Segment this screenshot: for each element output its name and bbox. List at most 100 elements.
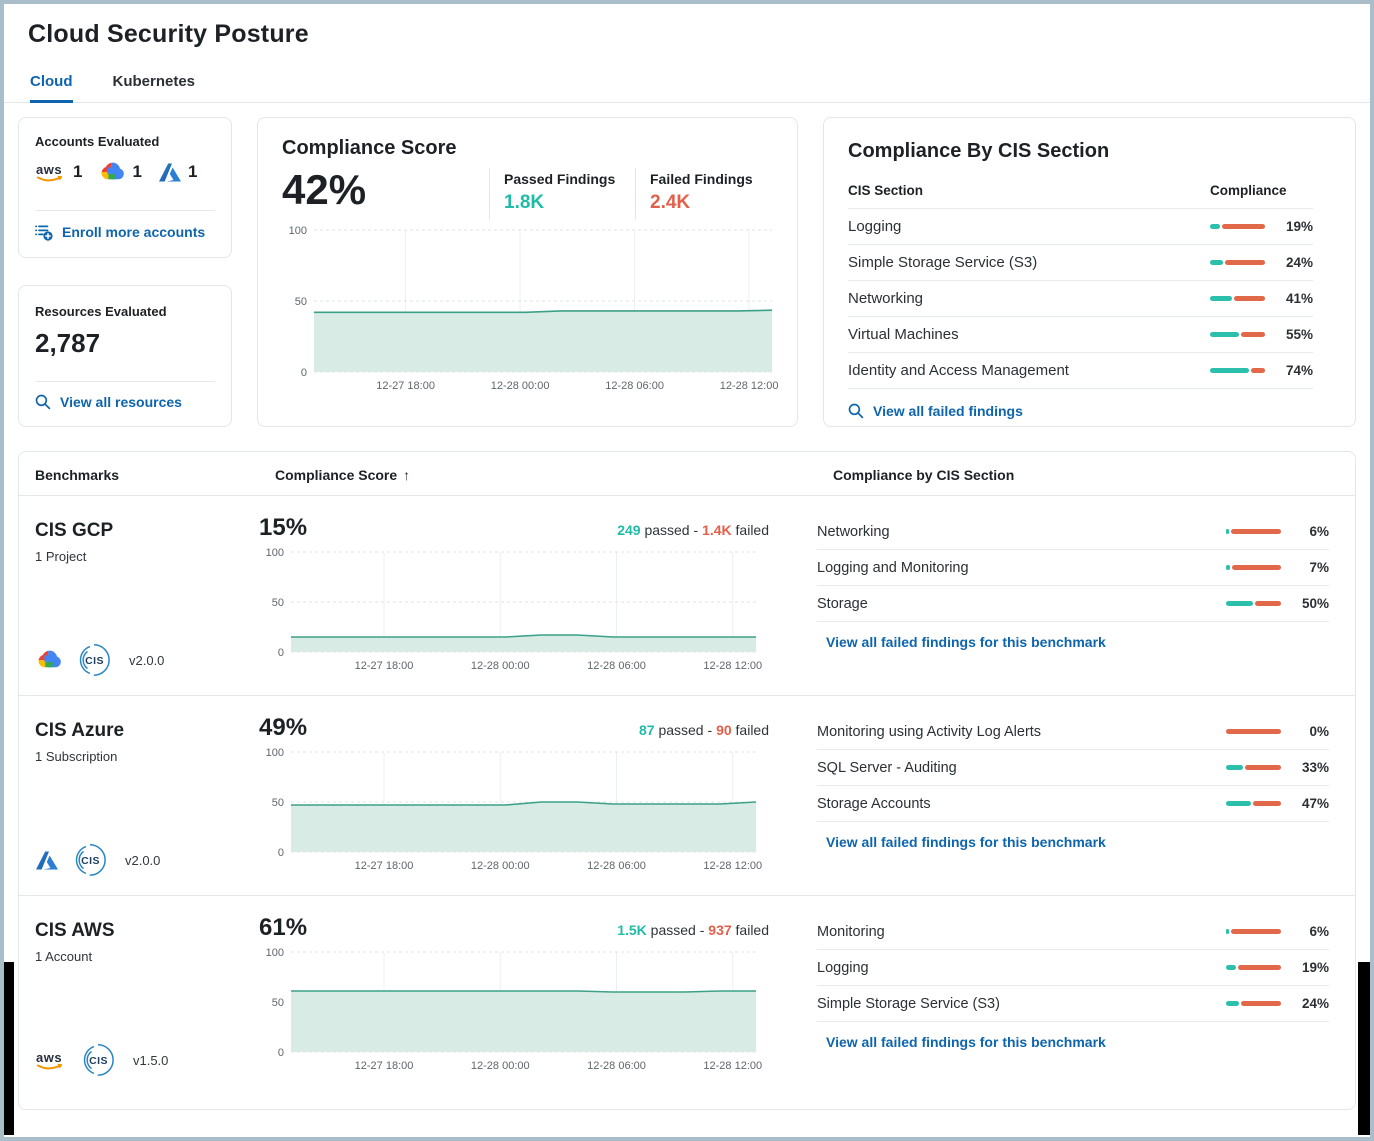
page-title: Cloud Security Posture xyxy=(28,20,309,48)
svg-text:12-27 18:00: 12-27 18:00 xyxy=(355,860,414,872)
benchmark-logos: CIS v2.0.0 xyxy=(35,843,251,877)
benchmark-rows: CIS GCP 1 Project CIS v2.0.0 15% 249 pas… xyxy=(19,496,1355,1095)
tab-kubernetes[interactable]: Kubernetes xyxy=(112,73,196,90)
compliance-bar-group: 55% xyxy=(1210,327,1313,342)
cis-section-label: Logging xyxy=(817,959,869,976)
compliance-bar xyxy=(1226,565,1281,570)
compliance-bar xyxy=(1226,965,1281,970)
enroll-more-accounts-label: Enroll more accounts xyxy=(62,224,206,240)
benchmarks-column-header: Benchmarks xyxy=(35,467,120,483)
account-count: 1 xyxy=(73,162,83,181)
benchmark-scope: 1 Project xyxy=(35,549,87,564)
compliance-bar xyxy=(1226,529,1281,534)
failed-count: 937 xyxy=(708,922,732,938)
cis-section-row: Monitoring 6% xyxy=(817,914,1329,950)
benchmark-logos: CIS v2.0.0 xyxy=(35,643,251,677)
resources-evaluated-title: Resources Evaluated xyxy=(35,304,167,319)
cis-section-row: Identity and Access Management 74% xyxy=(848,352,1313,389)
cis-section-label: Storage xyxy=(817,595,868,612)
compliance-score-card: Compliance Score 42% Passed Findings 1.8… xyxy=(257,117,798,427)
view-failed-findings-benchmark-link[interactable]: View all failed findings for this benchm… xyxy=(817,822,1329,850)
cis-section-row: Simple Storage Service (S3) 24% xyxy=(848,244,1313,280)
enroll-accounts-icon xyxy=(35,223,53,241)
benchmark-score: 49% xyxy=(259,714,308,741)
compliance-bar xyxy=(1226,929,1281,934)
svg-text:12-28 00:00: 12-28 00:00 xyxy=(491,380,550,392)
compliance-bar xyxy=(1226,765,1281,770)
compliance-bar-group: 50% xyxy=(1226,596,1329,611)
page-header: Cloud Security Posture xyxy=(4,4,1370,49)
benchmark-score-cell: 61% 1.5K passed - 937 failed 12-27 18:00… xyxy=(259,896,817,1095)
benchmark-section-rows: Networking 6% Logging and Monitoring 7% … xyxy=(817,514,1329,622)
svg-text:50: 50 xyxy=(272,997,284,1009)
svg-text:0: 0 xyxy=(278,847,284,859)
compliance-score-column-header[interactable]: Compliance Score ↑ xyxy=(259,452,817,495)
compliance-bar-group: 33% xyxy=(1226,760,1329,775)
search-icon xyxy=(848,403,864,419)
aws-icon: aws xyxy=(35,162,67,183)
benchmark-trend-chart: 12-27 18:00 12-28 00:00 12-28 06:00 12-28 1… xyxy=(266,947,762,1072)
accounts-evaluated-title: Accounts Evaluated xyxy=(35,134,160,149)
view-failed-findings-benchmark-link[interactable]: View all failed findings for this benchm… xyxy=(817,622,1329,650)
view-failed-findings-benchmark-link[interactable]: View all failed findings for this benchm… xyxy=(817,1022,1329,1050)
gcp-icon xyxy=(98,161,126,183)
compliance-bar-group: 7% xyxy=(1226,560,1329,575)
svg-text:12-28 00:00: 12-28 00:00 xyxy=(471,660,530,672)
failed-findings-label: Failed Findings xyxy=(650,171,753,187)
view-all-resources-label: View all resources xyxy=(60,394,182,410)
cis-section-row: Storage 50% xyxy=(817,586,1329,622)
cis-section-column-header: CIS Section xyxy=(848,183,924,198)
cis-section-label: Simple Storage Service (S3) xyxy=(817,995,1000,1012)
benchmark-score-cell: 49% 87 passed - 90 failed 12-27 18:00 12-… xyxy=(259,696,817,895)
tab-cloud[interactable]: Cloud xyxy=(30,73,73,103)
svg-text:12-28 12:00: 12-28 12:00 xyxy=(703,860,762,872)
view-failed-findings-benchmark-label: View all failed findings for this benchm… xyxy=(826,1034,1106,1050)
view-all-failed-findings-link[interactable]: View all failed findings xyxy=(848,389,1313,419)
resources-evaluated-card: Resources Evaluated 2,787 View all resou… xyxy=(18,285,232,427)
compliance-percent: 6% xyxy=(1309,524,1329,539)
capture-artifact-left xyxy=(4,962,14,1135)
view-all-failed-findings-label: View all failed findings xyxy=(873,403,1023,419)
cis-section-label: Logging and Monitoring xyxy=(817,559,969,576)
compliance-bar-group: 74% xyxy=(1210,363,1313,378)
svg-text:12-28 12:00: 12-28 12:00 xyxy=(703,1060,762,1072)
passed-findings-stat: Passed Findings 1.8K xyxy=(489,168,635,220)
compliance-bar xyxy=(1210,224,1265,229)
cis-section-row: Networking 41% xyxy=(848,280,1313,316)
failed-count: 1.4K xyxy=(702,522,732,538)
svg-text:aws: aws xyxy=(36,1050,62,1065)
svg-text:100: 100 xyxy=(289,225,307,237)
compliance-percent: 47% xyxy=(1301,796,1329,811)
aws-icon: aws xyxy=(35,1050,67,1071)
cis-section-row: SQL Server - Auditing 33% xyxy=(817,750,1329,786)
cis-section-row: Logging and Monitoring 7% xyxy=(817,550,1329,586)
view-all-resources-link[interactable]: View all resources xyxy=(35,382,215,410)
benchmark-score: 15% xyxy=(259,514,308,541)
benchmark-trend-chart: 12-27 18:00 12-28 00:00 12-28 06:00 12-28 1… xyxy=(266,547,762,672)
sort-ascending-icon: ↑ xyxy=(403,467,411,483)
divider xyxy=(35,210,215,211)
benchmark-row: CIS Azure 1 Subscription CIS v2.0.0 49% … xyxy=(19,695,1355,895)
svg-text:12-28 06:00: 12-28 06:00 xyxy=(587,1060,646,1072)
compliance-score-chart: 12-27 18:00 12-28 00:00 12-28 06:00 12-28 1… xyxy=(289,225,779,392)
gcp-icon xyxy=(35,649,63,671)
compliance-score-value: 42% xyxy=(282,166,367,213)
compliance-percent: 50% xyxy=(1301,596,1329,611)
benchmark-logos: aws CIS v1.5.0 xyxy=(35,1043,251,1077)
compliance-bar-group: 0% xyxy=(1226,724,1329,739)
svg-text:50: 50 xyxy=(272,797,284,809)
view-failed-findings-benchmark-label: View all failed findings for this benchm… xyxy=(826,834,1106,850)
benchmark-info-cell: CIS Azure 1 Subscription CIS v2.0.0 xyxy=(19,696,259,895)
passed-findings-value: 1.8K xyxy=(504,192,545,213)
azure-icon xyxy=(35,850,59,871)
benchmarks-table-header: Benchmarks Compliance Score ↑ Compliance … xyxy=(19,452,1355,496)
cis-section-row: Monitoring using Activity Log Alerts 0% xyxy=(817,714,1329,750)
compliance-score-title: Compliance Score xyxy=(282,137,457,159)
cis-section-label: Monitoring using Activity Log Alerts xyxy=(817,723,1042,740)
enroll-more-accounts-link[interactable]: Enroll more accounts xyxy=(35,211,215,241)
compliance-bar-group: 19% xyxy=(1210,219,1313,234)
account-provider: aws 1 xyxy=(35,162,82,183)
compliance-bar-group: 19% xyxy=(1226,960,1329,975)
benchmark-info-cell: CIS AWS 1 Account aws CIS v1.5.0 xyxy=(19,896,259,1095)
cis-section-label: Networking xyxy=(817,523,890,540)
